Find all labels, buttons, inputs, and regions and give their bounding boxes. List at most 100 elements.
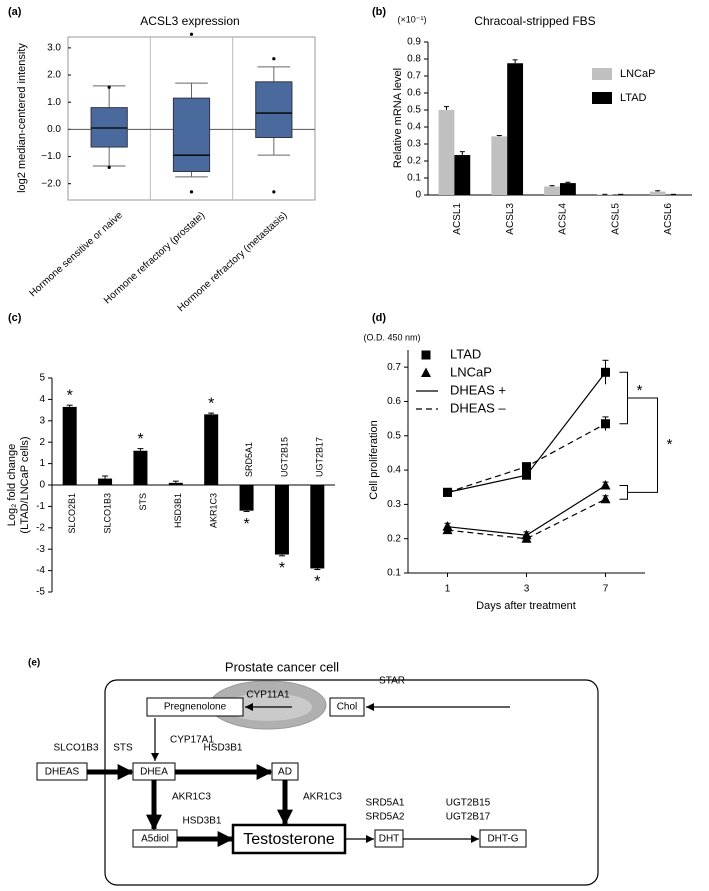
y-tick-label: 0.5 bbox=[407, 105, 421, 116]
marker bbox=[443, 487, 452, 497]
enzyme-label: STS bbox=[113, 743, 133, 754]
y-tick-label: 0.6 bbox=[407, 88, 421, 99]
x-tick-label: SLCO1B3 bbox=[102, 493, 112, 534]
node-box bbox=[479, 829, 527, 848]
legend-label: LNCaP bbox=[450, 364, 492, 379]
node-label: DHEA bbox=[140, 767, 168, 778]
y-tick-label: -1 bbox=[36, 501, 45, 512]
bar bbox=[98, 478, 113, 485]
x-tick-label: UGT2B17 bbox=[315, 437, 325, 477]
x-tick-label: HSD3B1 bbox=[173, 493, 183, 528]
bracket bbox=[619, 371, 628, 425]
enzyme-label: SLCO1B3 bbox=[53, 743, 98, 754]
x-tick-label: ACSL5 bbox=[610, 203, 621, 235]
enzyme-label: HSD3B1 bbox=[204, 743, 243, 754]
outlier bbox=[272, 190, 276, 194]
y-tick-label: 0.0 bbox=[47, 124, 61, 135]
legend-label: LTAD bbox=[450, 346, 481, 361]
node-label: AD bbox=[278, 767, 292, 778]
enzyme-label: SRD5A1 bbox=[366, 798, 405, 809]
bar bbox=[454, 155, 471, 195]
panel-label: (d) bbox=[372, 312, 386, 324]
marker bbox=[600, 480, 611, 490]
x-tick-label: Hormone sensitive or naive bbox=[28, 210, 126, 300]
marker bbox=[521, 533, 532, 543]
enzyme-label: HSD3B1 bbox=[183, 816, 222, 827]
series-line bbox=[447, 423, 606, 493]
significance: * bbox=[137, 431, 143, 448]
marker bbox=[601, 419, 610, 429]
marker bbox=[601, 367, 610, 377]
significance: * bbox=[67, 387, 73, 404]
y-tick-label: 0.7 bbox=[407, 71, 421, 82]
y-tick-label: 3 bbox=[39, 415, 45, 426]
legend-label: LTAD bbox=[620, 92, 647, 104]
y-tick-label: -2 bbox=[36, 522, 45, 533]
bar bbox=[560, 183, 576, 195]
x-tick-label: UGT2B15 bbox=[279, 437, 289, 477]
enzyme-label: CYP11A1 bbox=[246, 690, 290, 701]
series-line bbox=[447, 485, 606, 536]
plot-frame bbox=[67, 36, 316, 201]
x-tick-label: SLCO2B1 bbox=[67, 493, 77, 534]
y-tick-label: 0 bbox=[39, 480, 45, 491]
y-axis-title: (LTAD/LNCaP cells) bbox=[19, 436, 31, 533]
box bbox=[255, 81, 293, 139]
bar bbox=[544, 186, 560, 195]
marker bbox=[522, 462, 531, 472]
panel-label: (c) bbox=[8, 312, 22, 324]
annotation: * bbox=[667, 436, 673, 453]
y-tick-label: −2.0 bbox=[41, 178, 61, 189]
significance: * bbox=[208, 395, 214, 412]
chart-title: Chracoal-stripped FBS bbox=[474, 14, 595, 28]
enzyme-label: STAR bbox=[379, 676, 405, 687]
box bbox=[172, 97, 211, 172]
node-box bbox=[231, 823, 347, 855]
significance: * bbox=[279, 560, 285, 577]
y-tick-label: -3 bbox=[36, 544, 45, 555]
y-tick-label: 0.9 bbox=[407, 37, 421, 48]
bar bbox=[491, 136, 508, 195]
significance: * bbox=[314, 574, 320, 591]
outlier bbox=[189, 32, 194, 36]
y-tick-label: 0.3 bbox=[387, 499, 401, 510]
panel-label: (e) bbox=[28, 658, 40, 669]
outlier bbox=[107, 85, 111, 89]
marker bbox=[442, 524, 453, 535]
significance: * bbox=[243, 516, 249, 533]
legend-swatch bbox=[592, 68, 612, 80]
y-tick-label: 3.0 bbox=[47, 43, 61, 54]
y-tick-label: -5 bbox=[36, 587, 45, 598]
bar bbox=[62, 406, 77, 485]
node-box bbox=[329, 697, 365, 717]
x-tick-label: ACSL4 bbox=[558, 203, 569, 235]
x-tick-label: ACSL6 bbox=[663, 203, 674, 235]
legend-label: DHEAS + bbox=[450, 382, 506, 397]
enzyme-label: UGT2B15 bbox=[446, 798, 491, 809]
x-tick-label: ACSL1 bbox=[452, 203, 463, 235]
outlier bbox=[107, 165, 111, 169]
node-label: Chol bbox=[337, 702, 358, 713]
outlier bbox=[272, 57, 276, 61]
marker bbox=[600, 493, 611, 504]
bracket bbox=[627, 397, 658, 493]
panel-label: (b) bbox=[372, 6, 386, 18]
enzyme-label: CYP17A1 bbox=[170, 735, 214, 746]
y-tick-label: 5 bbox=[39, 373, 45, 384]
x-tick-label: AKR1C3 bbox=[209, 493, 219, 528]
y-tick-label: 0.2 bbox=[407, 156, 421, 167]
y-tick-label: 0.4 bbox=[387, 465, 401, 476]
marker bbox=[421, 350, 431, 360]
node-box bbox=[146, 697, 244, 717]
bracket bbox=[619, 485, 628, 500]
y-unit: (×10⁻¹) bbox=[397, 14, 426, 24]
marker bbox=[522, 470, 531, 480]
x-tick-label: SRD5A1 bbox=[244, 442, 254, 477]
outlier bbox=[189, 190, 194, 194]
chart-title: ACSL3 expression bbox=[140, 14, 239, 28]
y-axis-title: log2 median-centered intensity bbox=[16, 43, 28, 193]
y-tick-label: 1 bbox=[39, 458, 45, 469]
x-tick-label: 1 bbox=[445, 584, 451, 595]
bar bbox=[649, 191, 666, 195]
